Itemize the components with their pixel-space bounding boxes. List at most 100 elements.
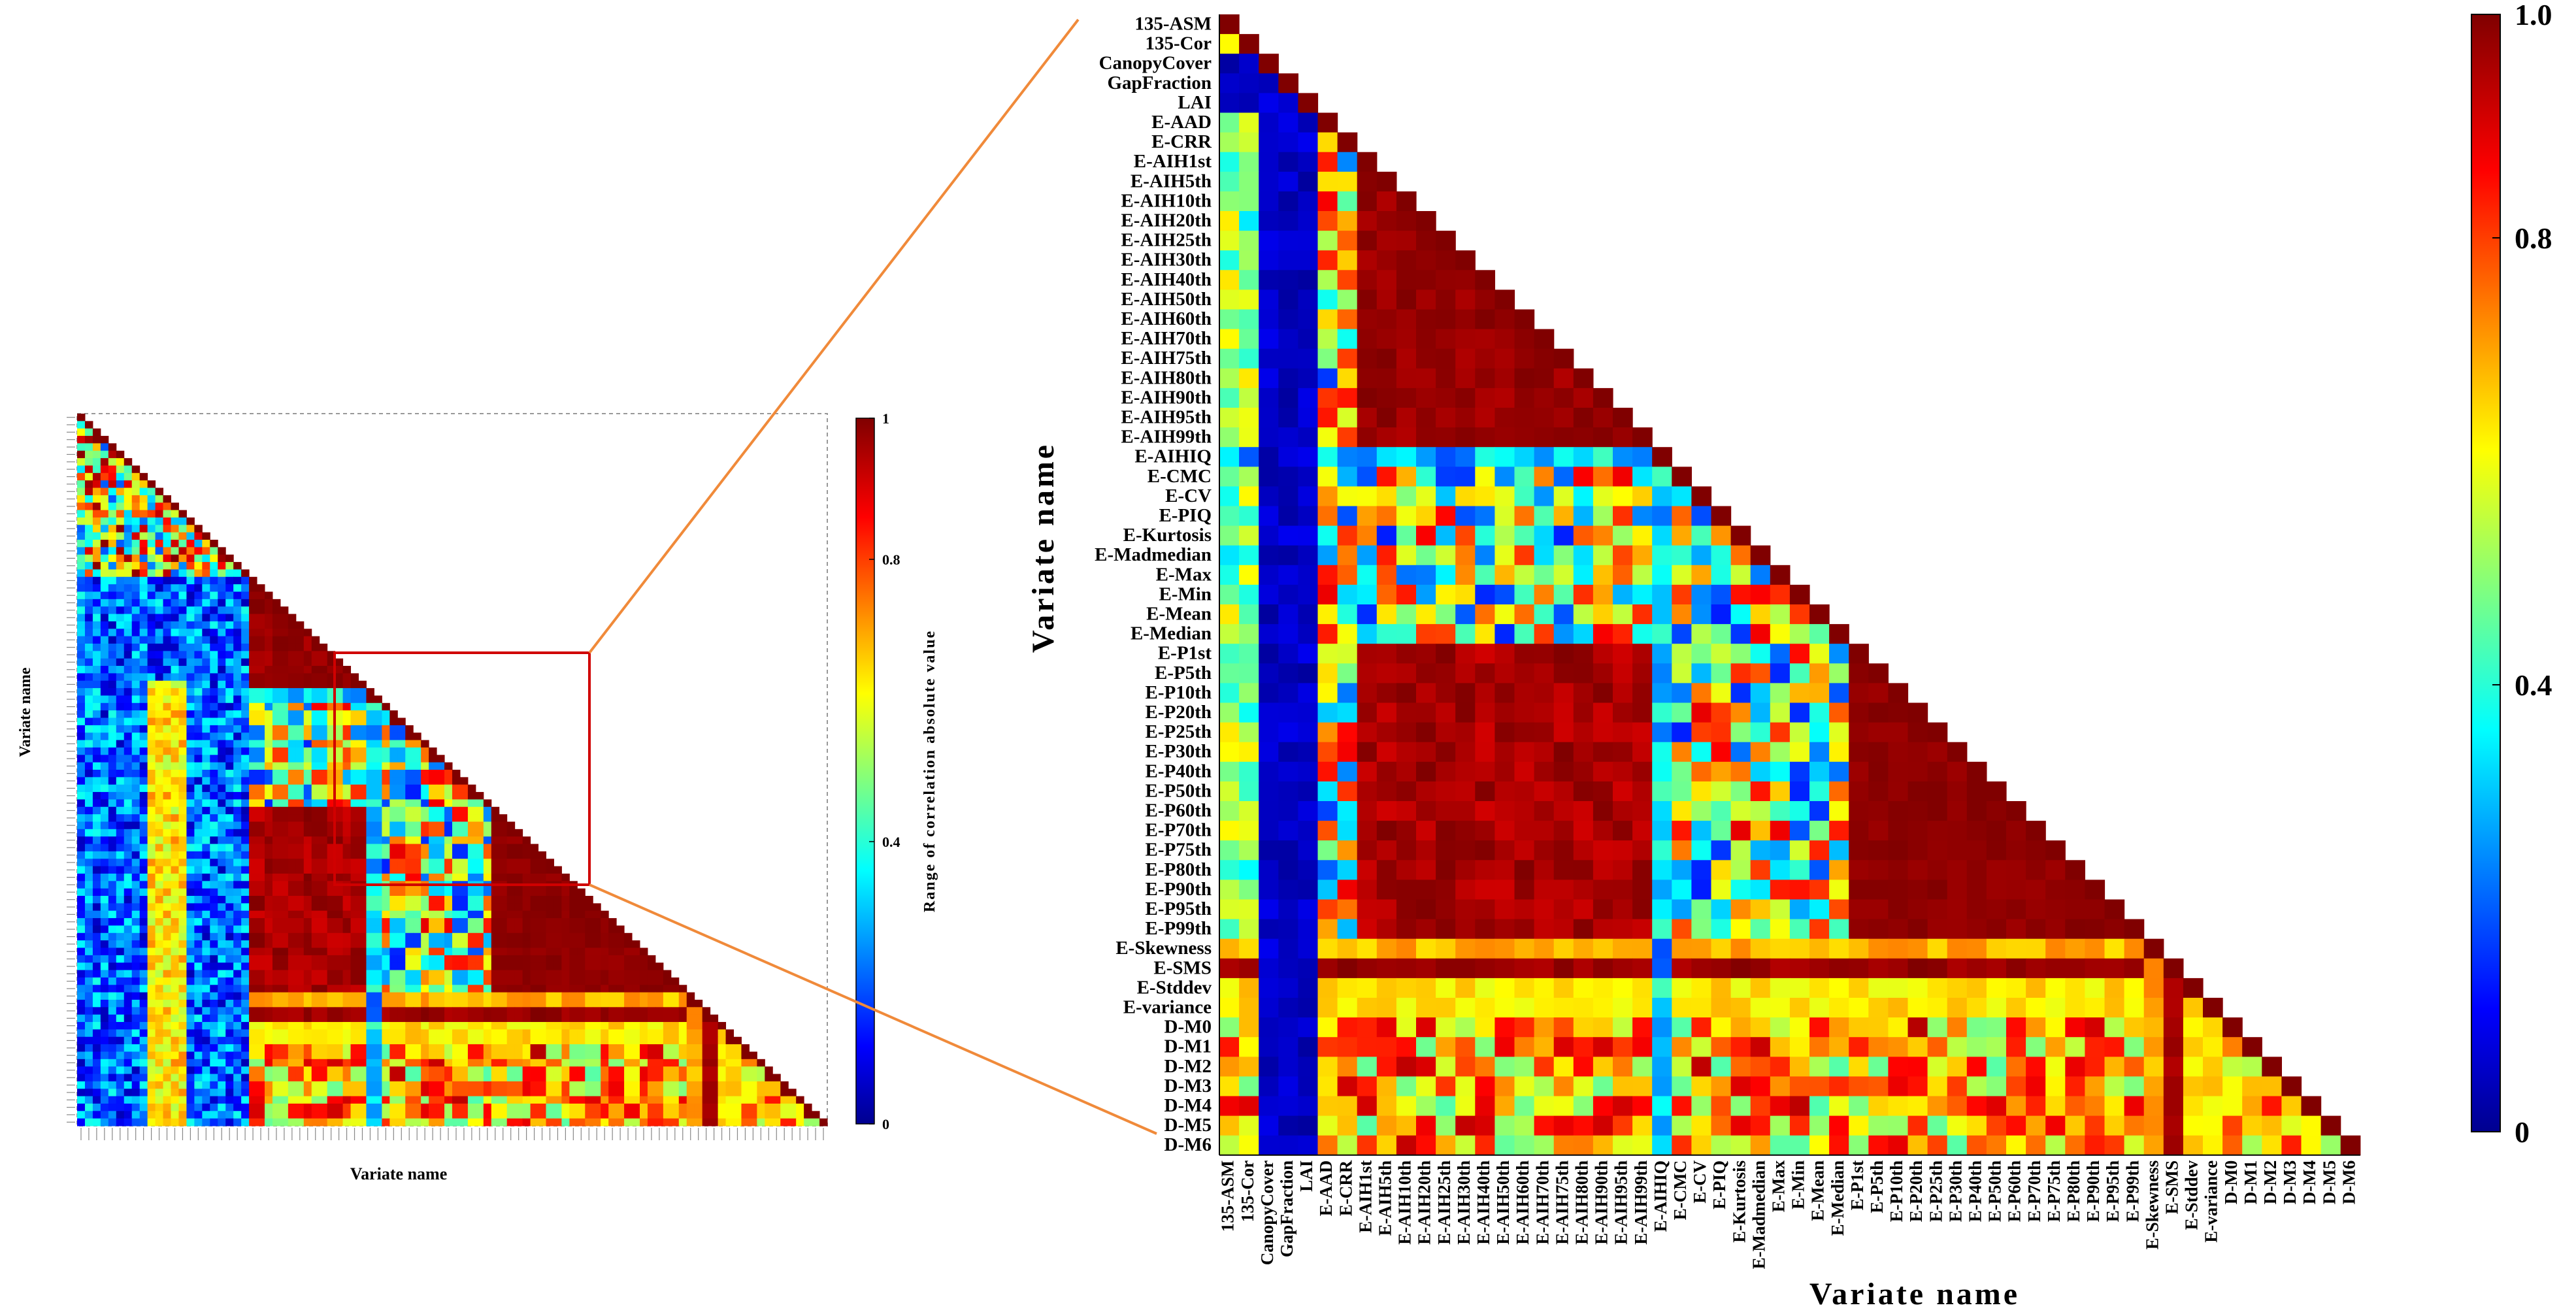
overview-heatmap-cell	[218, 925, 226, 934]
overview-heatmap-cell	[100, 747, 109, 755]
overview-heatmap-cell	[546, 1074, 554, 1082]
overview-heatmap-cell	[108, 472, 117, 481]
overview-heatmap-cell	[459, 806, 469, 815]
overview-heatmap-cell	[272, 947, 281, 956]
overview-heatmap-cell	[319, 903, 328, 912]
overview-heatmap-cell	[616, 1111, 625, 1119]
overview-heatmap-cell	[272, 881, 281, 889]
overview-heatmap-cell	[585, 1111, 593, 1119]
overview-heatmap-cell	[131, 829, 140, 837]
overview-heatmap-cell	[561, 1029, 570, 1038]
overview-heatmap-cell	[655, 1074, 664, 1082]
overview-heatmap-cell	[327, 688, 336, 696]
overview-heatmap-cell	[429, 1103, 437, 1111]
overview-heatmap-cell	[108, 903, 117, 912]
overview-heatmap-cell	[100, 643, 109, 651]
overview-heatmap-cell	[553, 940, 562, 948]
overview-heatmap-cell	[506, 1089, 516, 1097]
overview-heatmap-cell	[491, 977, 500, 985]
overview-heatmap-cell	[225, 702, 234, 711]
overview-heatmap-cell	[233, 1074, 242, 1082]
overview-heatmap-cell	[288, 888, 297, 897]
overview-heatmap-cell	[514, 962, 523, 971]
overview-heatmap-cell	[84, 896, 93, 904]
overview-heatmap-cell	[632, 985, 640, 993]
overview-heatmap-cell	[640, 1081, 648, 1089]
overview-heatmap-cell	[194, 1081, 203, 1089]
overview-heatmap-cell	[171, 792, 179, 800]
overview-heatmap-cell	[530, 940, 539, 948]
overview-heatmap-cell	[335, 762, 344, 770]
overview-heatmap-cell	[280, 1044, 289, 1052]
overview-heatmap-cell	[257, 755, 265, 763]
overview-heatmap-cell	[569, 1007, 578, 1015]
overview-heatmap-cell	[413, 762, 421, 770]
overview-heatmap-cell	[257, 643, 265, 651]
zoomed-heatmap-cell	[1436, 231, 1456, 251]
overview-heatmap-cell	[405, 829, 414, 837]
overview-heatmap-cell	[131, 851, 140, 859]
overview-colorbar-tick-label: 0.4	[882, 834, 900, 850]
overview-heatmap-cell	[319, 710, 328, 719]
overview-heatmap-cell	[272, 673, 281, 682]
overview-heatmap-cell	[178, 770, 187, 778]
overview-heatmap-cell	[171, 1022, 179, 1030]
zoomed-heatmap-cell	[1317, 152, 1338, 173]
overview-heatmap-cell	[702, 1036, 711, 1045]
overview-heatmap-cell	[147, 806, 156, 815]
overview-heatmap-cell	[538, 1007, 546, 1015]
overview-heatmap-cell	[483, 1089, 492, 1097]
overview-heatmap-cell	[413, 851, 421, 859]
overview-heatmap-cell	[569, 918, 578, 926]
overview-heatmap-cell	[374, 747, 382, 755]
overview-heatmap-cell	[374, 910, 382, 919]
overview-heatmap-cell	[342, 673, 352, 682]
overview-heatmap-cell	[382, 777, 390, 785]
overview-heatmap-cell	[100, 985, 109, 993]
overview-heatmap-cell	[108, 554, 117, 563]
overview-heatmap-cell	[186, 1022, 195, 1030]
overview-heatmap-cell	[553, 1059, 562, 1067]
overview-heatmap-cell	[163, 1103, 171, 1111]
zoomed-heatmap-cell	[1337, 191, 1358, 212]
overview-heatmap-cell	[350, 888, 359, 897]
overview-heatmap-cell	[601, 925, 609, 934]
overview-heatmap-cell	[186, 896, 195, 904]
overview-heatmap-cell	[303, 1066, 312, 1075]
overview-heatmap-cell	[437, 1074, 445, 1082]
overview-heatmap-cell	[280, 643, 289, 651]
overview-heatmap-cell	[186, 999, 195, 1008]
zoomed-heatmap-cell	[1219, 73, 1240, 93]
overview-heatmap-cell	[131, 540, 140, 548]
overview-heatmap-cell	[147, 814, 156, 822]
overview-heatmap-cell	[429, 836, 437, 845]
overview-heatmap-cell	[233, 725, 242, 733]
overview-heatmap-cell	[171, 814, 179, 822]
overview-heatmap-cell	[225, 859, 234, 867]
overview-heatmap-cell	[116, 881, 125, 889]
overview-heatmap-cell	[491, 992, 500, 1000]
overview-heatmap-cell	[413, 747, 421, 755]
overview-heatmap-cell	[100, 1029, 109, 1038]
overview-heatmap-cell	[593, 1096, 601, 1104]
overview-heatmap-cell	[249, 910, 257, 919]
overview-heatmap-cell	[413, 1044, 421, 1052]
overview-heatmap-cell	[335, 910, 344, 919]
overview-heatmap-cell	[421, 1081, 429, 1089]
overview-heatmap-cell	[499, 829, 508, 837]
overview-heatmap-cell	[147, 1111, 156, 1119]
overview-heatmap-cell	[413, 806, 421, 815]
overview-heatmap-cell	[467, 962, 476, 971]
overview-heatmap-cell	[553, 1044, 562, 1052]
overview-heatmap-cell	[155, 777, 164, 785]
overview-heatmap-cell	[569, 999, 578, 1008]
overview-heatmap-cell	[124, 643, 133, 651]
overview-heatmap-cell	[108, 666, 117, 674]
overview-heatmap-cell	[124, 510, 133, 518]
overview-heatmap-cell	[553, 1118, 562, 1127]
overview-heatmap-cell	[663, 1036, 672, 1045]
overview-heatmap-cell	[77, 540, 86, 548]
overview-heatmap-cell	[358, 903, 367, 912]
overview-heatmap-cell	[92, 532, 101, 540]
overview-heatmap-cell	[295, 1103, 305, 1111]
